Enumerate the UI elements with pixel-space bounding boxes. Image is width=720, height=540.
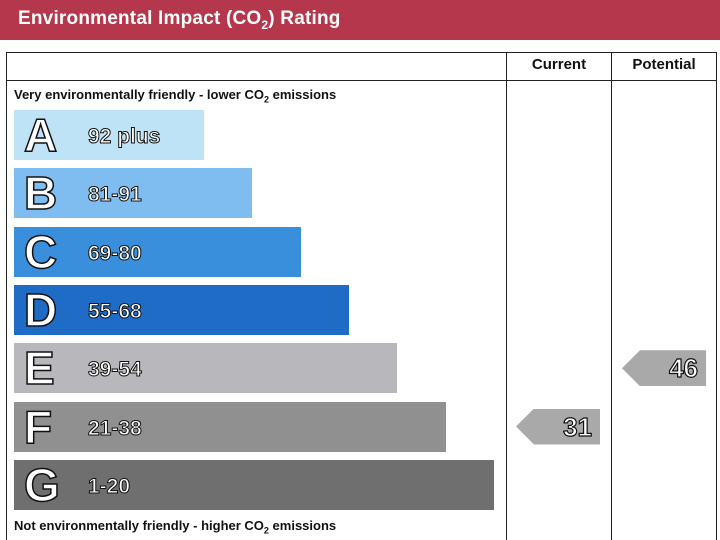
band-range-label: 81-91 bbox=[88, 183, 143, 207]
header-divider bbox=[6, 80, 717, 81]
rating-table-frame bbox=[6, 52, 717, 540]
band-letter: E bbox=[23, 342, 55, 395]
current-rating-value: 31 bbox=[562, 411, 592, 442]
chart-title-text: Environmental Impact (CO bbox=[18, 8, 262, 29]
band-range-label: 92 plus bbox=[87, 125, 161, 149]
band-e: E 39-54 bbox=[14, 342, 398, 395]
bottom-caption-text: Not environmentally friendly - higher CO bbox=[14, 518, 264, 533]
band-range-label: 1-20 bbox=[87, 474, 131, 498]
current-rating-arrow: 31 bbox=[516, 408, 600, 445]
potential-column-divider bbox=[611, 52, 612, 540]
band-range-label: 39-54 bbox=[88, 358, 143, 382]
current-column-header: Current bbox=[531, 56, 587, 73]
bottom-caption-subscript: 2 bbox=[263, 525, 269, 536]
band-letter: D bbox=[23, 283, 58, 336]
band-d: D 55-68 bbox=[14, 283, 349, 336]
band-letter: G bbox=[23, 458, 60, 511]
band-letter: B bbox=[23, 167, 58, 220]
chart-title: Environmental Impact (CO2) Rating bbox=[0, 0, 720, 40]
chart-title-subscript: 2 bbox=[261, 17, 269, 32]
top-caption: Very environmentally friendly - lower CO… bbox=[14, 87, 336, 105]
band-f: F 21-38 bbox=[14, 400, 446, 453]
band-b: B 81-91 bbox=[14, 167, 253, 220]
top-caption-text: Very environmentally friendly - lower CO bbox=[14, 87, 264, 102]
band-a: A 92 plus bbox=[14, 109, 204, 161]
band-range-label: 55-68 bbox=[88, 299, 143, 323]
bottom-caption-text-end: emissions bbox=[268, 518, 337, 533]
band-range-label: 21-38 bbox=[88, 416, 143, 440]
bottom-caption: Not environmentally friendly - higher CO… bbox=[14, 518, 336, 536]
potential-rating-value: 46 bbox=[668, 353, 698, 384]
band-range-label: 69-80 bbox=[88, 241, 143, 265]
band-letter: A bbox=[23, 109, 58, 161]
current-column-divider bbox=[506, 52, 507, 540]
band-g: G 1-20 bbox=[14, 458, 494, 511]
top-caption-subscript: 2 bbox=[263, 94, 269, 105]
band-letter: C bbox=[23, 225, 58, 278]
band-letter: F bbox=[23, 400, 53, 453]
potential-column-header: Potential bbox=[632, 56, 696, 73]
chart-title-text-end: ) Rating bbox=[268, 8, 341, 29]
potential-rating-arrow: 46 bbox=[622, 350, 706, 387]
band-c: C 69-80 bbox=[14, 225, 301, 278]
top-caption-text-end: emissions bbox=[268, 87, 337, 102]
